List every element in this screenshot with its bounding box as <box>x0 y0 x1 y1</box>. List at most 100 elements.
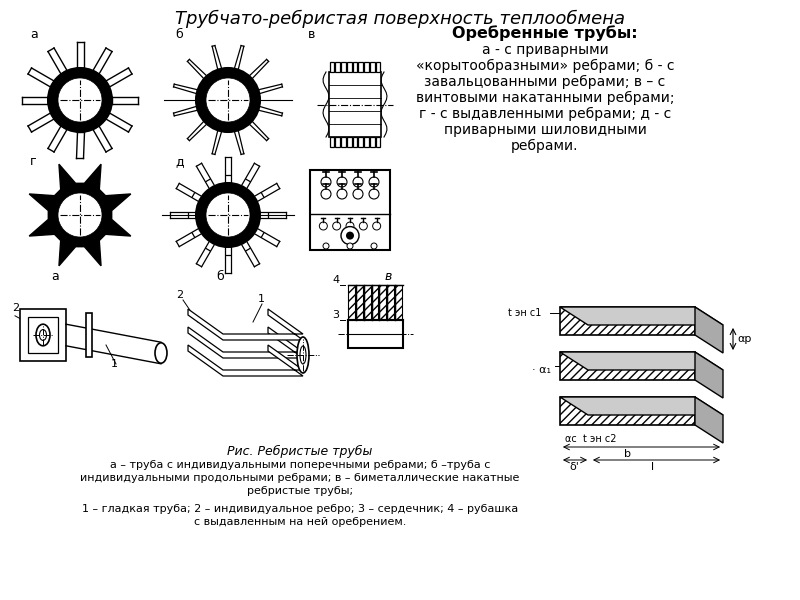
Bar <box>370 62 374 72</box>
Text: δ': δ' <box>569 462 579 472</box>
Bar <box>335 62 340 72</box>
Text: г: г <box>30 155 37 168</box>
Text: в: в <box>308 28 315 41</box>
Text: αр: αр <box>737 334 751 344</box>
Text: · α₁: · α₁ <box>532 365 551 375</box>
Text: 2: 2 <box>176 290 183 300</box>
Text: l: l <box>651 462 654 472</box>
Circle shape <box>369 177 379 187</box>
Polygon shape <box>695 352 723 398</box>
Bar <box>353 137 358 147</box>
Bar <box>353 62 358 72</box>
Ellipse shape <box>196 68 260 132</box>
Bar <box>376 62 381 72</box>
Bar <box>395 285 402 320</box>
Bar <box>329 72 381 137</box>
Text: ребрами.: ребрами. <box>511 139 578 153</box>
Polygon shape <box>188 309 303 340</box>
Bar <box>560 307 695 335</box>
Bar <box>560 352 695 380</box>
Bar <box>376 137 381 147</box>
Text: б: б <box>216 270 224 283</box>
Text: 4: 4 <box>332 275 339 285</box>
Text: д: д <box>175 155 184 168</box>
Text: δ: δ <box>702 316 709 326</box>
Text: с выдавленным на ней оребрением.: с выдавленным на ней оребрением. <box>194 517 406 527</box>
Ellipse shape <box>58 78 102 122</box>
Text: а - с приварными: а - с приварными <box>482 43 608 57</box>
Bar <box>310 170 390 250</box>
Text: а: а <box>30 28 38 41</box>
Circle shape <box>373 222 381 230</box>
Circle shape <box>337 189 347 199</box>
Text: приварными шиловидными: приварными шиловидными <box>443 123 646 137</box>
Bar <box>387 285 394 320</box>
Text: t эн с1: t эн с1 <box>508 308 542 318</box>
Text: 1 – гладкая труба; 2 – индивидуальное ребро; 3 – сердечник; 4 – рубашка: 1 – гладкая труба; 2 – индивидуальное ре… <box>82 504 518 514</box>
Text: в: в <box>384 270 392 283</box>
Polygon shape <box>695 307 723 353</box>
Circle shape <box>337 177 347 187</box>
Bar <box>358 137 363 147</box>
Ellipse shape <box>206 78 250 122</box>
Text: b: b <box>624 449 631 459</box>
Text: а: а <box>51 270 59 283</box>
Bar <box>364 137 369 147</box>
Text: «корытообразными» ребрами; б - с: «корытообразными» ребрами; б - с <box>416 59 674 73</box>
Circle shape <box>371 243 377 249</box>
Bar <box>356 285 362 320</box>
Bar <box>364 62 369 72</box>
Bar <box>379 285 386 320</box>
Ellipse shape <box>297 337 309 373</box>
Circle shape <box>333 222 341 230</box>
Polygon shape <box>29 164 131 266</box>
Text: Рис. Ребристые трубы: Рис. Ребристые трубы <box>227 445 373 458</box>
Circle shape <box>369 189 379 199</box>
Text: завальцованными ребрами; в – с: завальцованными ребрами; в – с <box>424 75 666 89</box>
Circle shape <box>341 227 359 245</box>
Polygon shape <box>560 352 723 370</box>
Text: 1: 1 <box>111 359 118 369</box>
Text: Оребренные трубы:: Оребренные трубы: <box>452 25 638 41</box>
Ellipse shape <box>48 68 112 132</box>
Text: 1: 1 <box>258 294 265 304</box>
Bar <box>358 62 363 72</box>
Polygon shape <box>560 397 723 415</box>
Ellipse shape <box>196 183 260 247</box>
Polygon shape <box>695 397 723 443</box>
Ellipse shape <box>36 324 50 346</box>
Bar <box>330 137 334 147</box>
Circle shape <box>323 243 329 249</box>
Circle shape <box>319 222 327 230</box>
Bar <box>348 320 403 348</box>
Text: αс  t эн с2: αс t эн с2 <box>565 434 617 444</box>
Bar <box>370 137 374 147</box>
Circle shape <box>321 189 331 199</box>
Text: 3: 3 <box>332 310 339 320</box>
Text: г - с выдавленными ребрами; д - с: г - с выдавленными ребрами; д - с <box>419 107 671 121</box>
Ellipse shape <box>155 343 167 363</box>
Polygon shape <box>560 307 723 325</box>
Text: винтовыми накатанными ребрами;: винтовыми накатанными ребрами; <box>416 91 674 105</box>
Circle shape <box>347 243 353 249</box>
Circle shape <box>346 222 354 230</box>
Bar <box>330 62 334 72</box>
Circle shape <box>353 177 363 187</box>
Circle shape <box>346 232 354 239</box>
Bar <box>86 313 92 356</box>
Text: б: б <box>175 28 182 41</box>
Bar <box>335 137 340 147</box>
Bar <box>20 309 66 361</box>
Bar <box>341 137 346 147</box>
Circle shape <box>359 222 367 230</box>
Text: индивидуальными продольными ребрами; в – биметаллические накатные: индивидуальными продольными ребрами; в –… <box>80 473 520 483</box>
Bar <box>348 285 355 320</box>
Text: а – труба с индивидуальными поперечными ребрами; б –труба с: а – труба с индивидуальными поперечными … <box>110 460 490 470</box>
Circle shape <box>321 177 331 187</box>
Bar <box>347 62 351 72</box>
Bar <box>341 62 346 72</box>
Bar <box>28 317 58 353</box>
Text: Трубчато-ребристая поверхность теплообмена: Трубчато-ребристая поверхность теплообме… <box>175 10 625 28</box>
Bar <box>347 137 351 147</box>
Text: ребристые трубы;: ребристые трубы; <box>247 486 353 496</box>
